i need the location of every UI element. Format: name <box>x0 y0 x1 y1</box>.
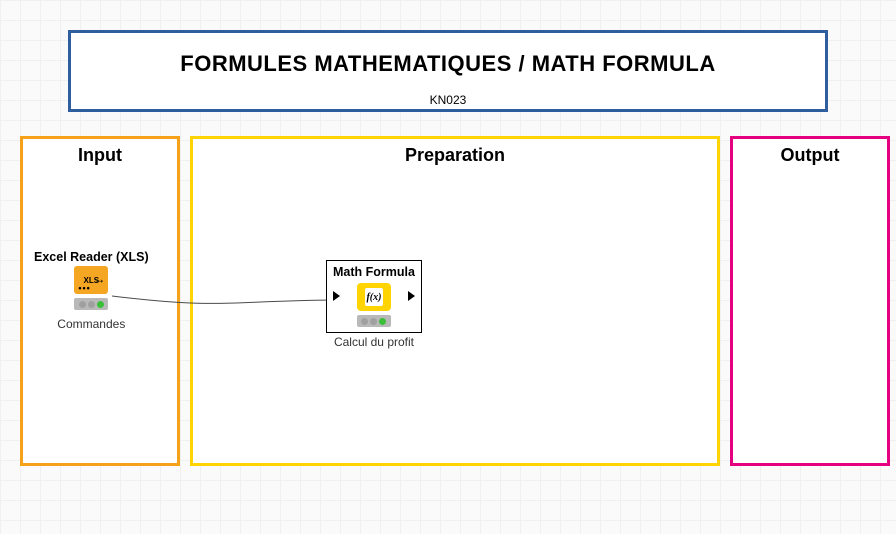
output-port-icon <box>408 291 415 301</box>
panel-output-title: Output <box>733 145 887 166</box>
title-box: FORMULES MATHEMATIQUES / MATH FORMULA KN… <box>68 30 828 112</box>
node-excel-caption: Commandes <box>28 317 155 331</box>
excel-icon: XLS → ••• <box>74 266 108 294</box>
input-port-icon <box>333 291 340 301</box>
panel-prep-title: Preparation <box>193 145 717 166</box>
math-icon-text: f(x) <box>365 288 383 306</box>
page-title: FORMULES MATHEMATIQUES / MATH FORMULA <box>71 51 825 77</box>
status-lights <box>74 298 108 310</box>
panel-output: Output <box>730 136 890 466</box>
node-math-caption: Calcul du profit <box>326 335 422 349</box>
math-icon: f(x) <box>357 283 391 311</box>
node-excel-title: Excel Reader (XLS) <box>34 250 149 264</box>
node-excel-reader[interactable]: Excel Reader (XLS) XLS → ••• Commandes <box>28 246 155 331</box>
node-math-formula[interactable]: Math Formula f(x) Calcul du profit <box>326 260 422 349</box>
node-math-title: Math Formula <box>333 265 415 279</box>
status-lights <box>357 315 391 327</box>
page-code: KN023 <box>71 93 825 107</box>
panel-input-title: Input <box>23 145 177 166</box>
panel-preparation: Preparation <box>190 136 720 466</box>
